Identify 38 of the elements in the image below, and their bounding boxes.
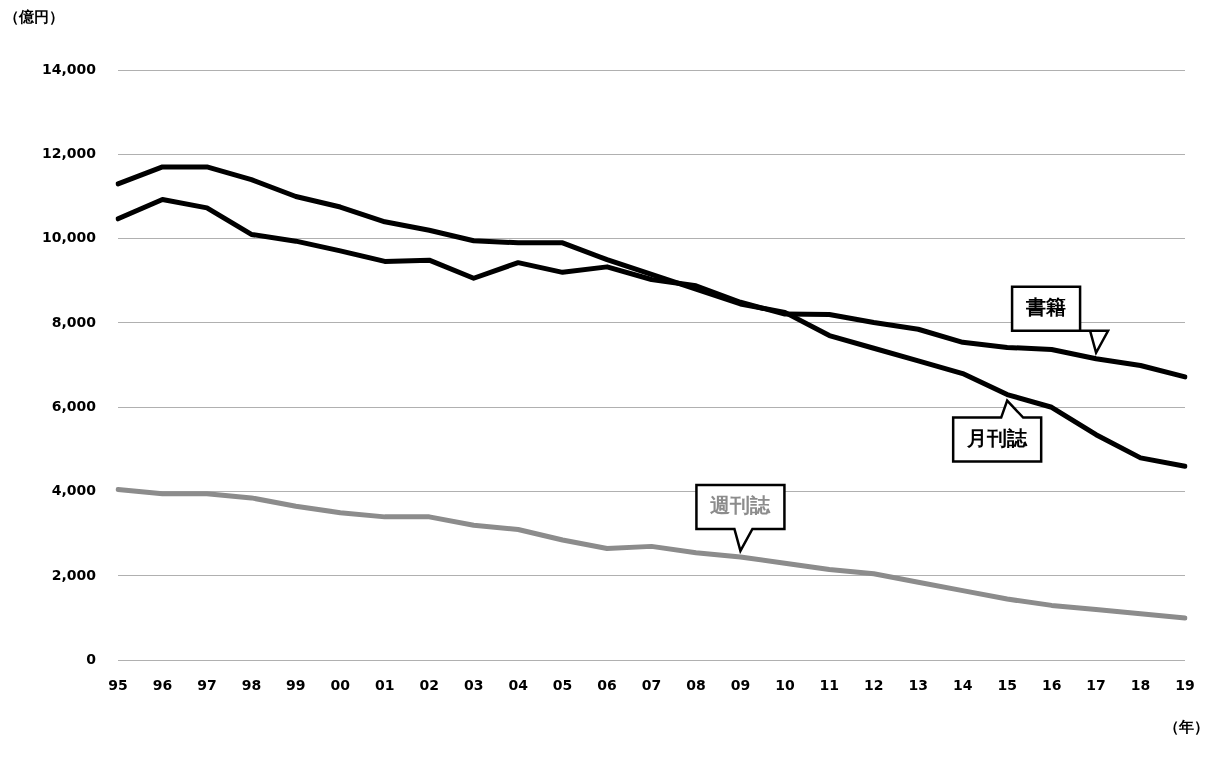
x-tick-label: 08 bbox=[686, 677, 706, 694]
y-axis-title: （億円） bbox=[4, 8, 64, 27]
x-axis-title: （年） bbox=[1164, 718, 1209, 737]
x-tick-label: 00 bbox=[330, 677, 351, 694]
x-tick-label: 05 bbox=[552, 677, 573, 694]
x-tick-label: 99 bbox=[286, 677, 306, 694]
y-tick-label: 0 bbox=[86, 650, 97, 667]
x-tick-label: 19 bbox=[1175, 677, 1195, 694]
x-tick-label: 17 bbox=[1086, 677, 1106, 694]
y-tick-label: 10,000 bbox=[41, 229, 97, 246]
x-tick-label: 97 bbox=[197, 677, 217, 694]
x-tick-label: 04 bbox=[508, 677, 529, 694]
x-tick-label: 16 bbox=[1041, 677, 1062, 694]
x-tick-label: 18 bbox=[1130, 677, 1151, 694]
series-label: 月刊誌 bbox=[966, 425, 1029, 450]
x-tick-label: 11 bbox=[819, 677, 840, 694]
y-tick-label: 14,000 bbox=[41, 60, 97, 77]
x-tick-label: 12 bbox=[864, 677, 884, 694]
y-tick-label: 8,000 bbox=[51, 313, 97, 330]
x-tick-label: 03 bbox=[463, 677, 484, 694]
x-tick-label: 10 bbox=[775, 677, 795, 694]
x-tick-label: 96 bbox=[152, 677, 173, 694]
x-tick-label: 06 bbox=[597, 677, 617, 694]
x-tick-label: 98 bbox=[241, 677, 262, 694]
x-tick-label: 95 bbox=[108, 677, 128, 694]
y-tick-label: 2,000 bbox=[51, 566, 97, 583]
series-label: 書籍 bbox=[1025, 294, 1067, 319]
x-tick-label: 09 bbox=[730, 677, 751, 694]
y-tick-label: 6,000 bbox=[51, 397, 97, 414]
x-tick-label: 07 bbox=[641, 677, 662, 694]
series-label: 週刊誌 bbox=[709, 493, 772, 518]
x-tick-label: 01 bbox=[375, 677, 395, 694]
y-tick-label: 12,000 bbox=[41, 144, 97, 161]
x-tick-label: 15 bbox=[997, 677, 1017, 694]
y-tick-label: 4,000 bbox=[51, 482, 97, 499]
x-tick-label: 13 bbox=[908, 677, 928, 694]
x-tick-label: 02 bbox=[419, 677, 439, 694]
x-tick-label: 14 bbox=[952, 677, 973, 694]
